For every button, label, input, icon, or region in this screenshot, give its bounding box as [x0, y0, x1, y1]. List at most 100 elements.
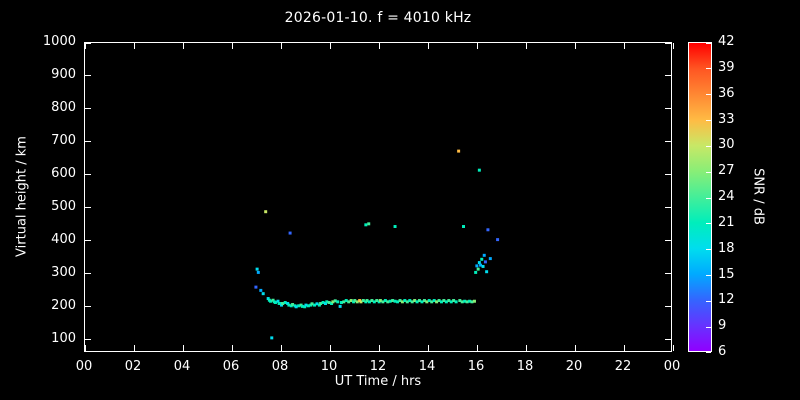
data-point: [420, 300, 424, 304]
data-point: [297, 304, 301, 308]
scatter-points-layer: [254, 149, 500, 340]
data-point: [408, 299, 412, 303]
data-point: [447, 299, 451, 303]
data-point: [439, 300, 443, 304]
colorbar-tick-label: 36: [718, 85, 735, 101]
data-point: [303, 305, 307, 309]
y-tick-label: 300: [51, 264, 76, 280]
x-tick-mark: [280, 43, 282, 49]
colorbar-tick-mark: [706, 352, 711, 353]
data-point: [344, 299, 348, 303]
data-point: [361, 299, 365, 303]
data-point: [288, 231, 292, 235]
y-tick-label: 1000: [42, 34, 76, 49]
y-tick-mark: [665, 75, 671, 77]
data-point: [291, 303, 295, 306]
data-point: [339, 301, 343, 305]
x-tick-mark: [427, 43, 429, 49]
data-point: [330, 302, 334, 305]
data-point: [315, 302, 319, 306]
x-tick-label: 06: [222, 359, 240, 374]
chart-title: 2026-01-10. f = 4010 kHz: [284, 10, 472, 26]
data-point: [458, 299, 462, 303]
y-tick-mark: [665, 174, 671, 176]
x-tick-label: 02: [124, 359, 142, 374]
colorbar-tick-label: 24: [718, 189, 735, 204]
data-point: [391, 299, 395, 303]
y-tick-mark: [665, 42, 671, 44]
data-point: [413, 299, 417, 303]
data-point: [364, 223, 368, 227]
x-tick-mark: [476, 43, 478, 49]
x-tick-mark: [182, 345, 184, 351]
data-point: [261, 292, 265, 296]
x-tick-mark: [231, 43, 233, 49]
data-point: [403, 299, 407, 303]
data-point: [331, 300, 335, 304]
data-point: [259, 288, 263, 292]
data-point: [269, 299, 273, 303]
colorbar-tick-label: 9: [718, 318, 727, 334]
x-tick-mark: [427, 345, 429, 351]
data-point: [417, 299, 421, 303]
data-point: [273, 301, 277, 305]
data-point: [333, 299, 337, 303]
data-point: [383, 299, 387, 303]
y-tick-label: 600: [51, 165, 76, 181]
data-point: [479, 263, 483, 267]
y-tick-mark: [665, 207, 671, 209]
data-point: [465, 300, 469, 304]
data-point: [321, 301, 325, 305]
data-point: [378, 299, 382, 303]
colorbar-tick-mark: [706, 223, 711, 225]
x-tick-mark: [574, 345, 576, 351]
x-axis-label: UT Time / hrs: [334, 374, 422, 389]
y-tick-label: 200: [51, 297, 76, 313]
data-point: [367, 222, 371, 226]
data-point: [496, 238, 500, 242]
data-point: [442, 299, 446, 303]
data-point: [276, 299, 280, 303]
x-tick-mark: [672, 345, 674, 351]
x-tick-label: 14: [418, 359, 436, 374]
colorbar-tick-mark: [706, 120, 711, 121]
y-tick-label: 500: [51, 198, 76, 214]
colorbar-tick-mark: [706, 94, 711, 96]
colorbar-gradient: [689, 43, 711, 351]
x-tick-mark: [280, 345, 282, 351]
x-tick-mark: [329, 43, 331, 49]
x-tick-mark: [574, 43, 576, 49]
colorbar-tick-mark: [706, 275, 711, 276]
colorbar-tick-label: 15: [718, 266, 735, 282]
x-tick-label: 00: [75, 359, 93, 374]
colorbar-tick-label: 27: [718, 163, 735, 179]
x-tick-mark: [525, 345, 527, 351]
data-point: [405, 300, 409, 304]
data-point: [317, 303, 321, 307]
data-point: [485, 270, 489, 274]
x-tick-mark: [231, 345, 233, 351]
y-tick-mark: [85, 240, 91, 242]
data-point: [398, 299, 402, 303]
y-tick-mark: [665, 339, 671, 341]
data-point: [283, 301, 287, 305]
data-point: [286, 302, 290, 305]
plot-area: [84, 42, 674, 352]
data-point: [281, 302, 285, 305]
x-tick-label: 22: [614, 359, 632, 374]
data-point: [367, 300, 371, 304]
data-point: [474, 270, 478, 274]
data-point: [410, 300, 414, 304]
data-point: [481, 264, 485, 268]
data-point: [287, 303, 291, 307]
data-point: [472, 299, 476, 303]
y-tick-mark: [85, 339, 91, 341]
data-point: [336, 300, 340, 304]
y-tick-mark: [85, 273, 91, 275]
colorbar-tick-label: 39: [718, 59, 735, 75]
data-point: [294, 305, 298, 309]
data-point: [393, 299, 397, 303]
y-tick-mark: [665, 108, 671, 110]
data-point: [422, 299, 426, 303]
y-tick-mark: [665, 273, 671, 275]
